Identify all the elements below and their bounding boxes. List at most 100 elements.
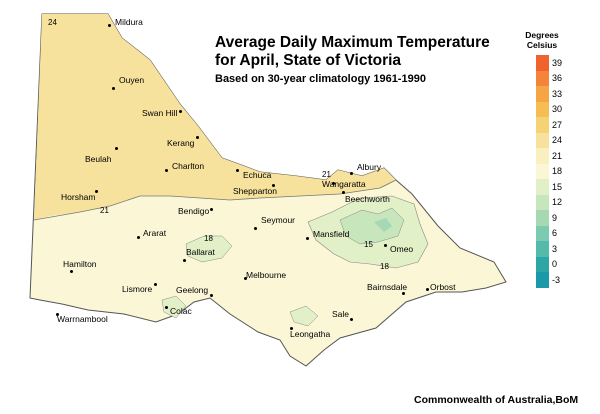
town-dot-orbost bbox=[426, 288, 429, 291]
legend-swatch bbox=[536, 86, 549, 102]
town-dot-beulah bbox=[115, 147, 118, 150]
town-dot-charlton bbox=[165, 169, 168, 172]
legend-label: 24 bbox=[552, 135, 563, 146]
legend-label: 12 bbox=[552, 197, 563, 208]
town-label-lismore: Lismore bbox=[122, 284, 153, 294]
band-12-15-alpine-2 bbox=[374, 218, 392, 232]
legend-swatch bbox=[536, 225, 549, 241]
legend-label: 15 bbox=[552, 181, 563, 192]
town-label-beulah: Beulah bbox=[85, 154, 112, 164]
town-dot-lismore bbox=[154, 283, 157, 286]
town-dot-shepparton bbox=[272, 184, 275, 187]
band-12-15-alpine bbox=[339, 207, 405, 245]
town-label-charlton: Charlton bbox=[172, 161, 205, 171]
isotherm-21-line bbox=[33, 179, 397, 221]
legend-label: 18 bbox=[552, 166, 563, 177]
town-label-geelong: Geelong bbox=[176, 285, 209, 295]
town-dot-colac bbox=[165, 306, 168, 309]
map-title-line1: Average Daily Maximum Temperature bbox=[215, 34, 490, 51]
town-label-horsham: Horsham bbox=[61, 192, 96, 202]
town-dot-ballarat bbox=[183, 259, 186, 262]
isotherm-label-15-omeo: 15 bbox=[364, 240, 373, 249]
isotherm-label-24: 24 bbox=[48, 18, 57, 27]
town-dot-ararat bbox=[137, 236, 140, 239]
town-dot-swan-hill bbox=[179, 110, 182, 113]
isotherm-label-21-west: 21 bbox=[100, 206, 109, 215]
town-dot-albury bbox=[350, 172, 353, 175]
legend-label: 30 bbox=[552, 104, 563, 115]
town-dot-melbourne bbox=[244, 277, 247, 280]
town-dot-seymour bbox=[254, 227, 257, 230]
town-dot-echuca bbox=[236, 169, 239, 172]
legend-swatch bbox=[536, 132, 549, 148]
town-label-echuca: Echuca bbox=[243, 170, 272, 180]
legend-label: -3 bbox=[552, 274, 561, 285]
legend-label: 39 bbox=[552, 57, 563, 68]
legend-swatch bbox=[536, 210, 549, 226]
town-label-mansfield: Mansfield bbox=[313, 229, 350, 239]
legend-swatch bbox=[536, 55, 549, 71]
legend-swatch bbox=[536, 70, 549, 86]
town-label-kerang: Kerang bbox=[167, 138, 195, 148]
town-label-ararat: Ararat bbox=[143, 228, 167, 238]
map-title: Average Daily Maximum Temperature for Ap… bbox=[215, 34, 490, 70]
town-label-ouyen: Ouyen bbox=[119, 75, 145, 85]
legend-title-line1: Degrees bbox=[525, 30, 559, 40]
legend-label: 27 bbox=[552, 119, 563, 130]
legend-colorbar bbox=[536, 55, 549, 288]
town-label-beechworth: Beechworth bbox=[345, 194, 390, 204]
town-label-melbourne: Melbourne bbox=[246, 270, 287, 280]
town-dot-mansfield bbox=[306, 237, 309, 240]
town-dot-bendigo bbox=[210, 208, 213, 211]
town-dot-beechworth bbox=[342, 191, 345, 194]
legend-swatch bbox=[536, 179, 549, 195]
town-label-swan-hill: Swan Hill bbox=[142, 108, 178, 118]
town-dot-mildura bbox=[108, 24, 111, 27]
town-label-colac: Colac bbox=[170, 306, 192, 316]
legend-swatch bbox=[536, 163, 549, 179]
credit-text: Commonwealth of Australia,BoM bbox=[414, 394, 579, 406]
map-subtitle: Based on 30-year climatology 1961-1990 bbox=[215, 73, 426, 85]
town-dot-omeo bbox=[384, 244, 387, 247]
town-label-wangaratta: Wangaratta bbox=[322, 179, 366, 189]
town-dot-kerang bbox=[196, 136, 199, 139]
town-label-shepparton: Shepparton bbox=[233, 186, 277, 196]
town-dot-sale bbox=[350, 318, 353, 321]
town-dot-wangaratta bbox=[332, 182, 335, 185]
town-dot-hamilton bbox=[70, 270, 73, 273]
legend-swatch bbox=[536, 194, 549, 210]
town-dot-geelong bbox=[210, 294, 213, 297]
legend-label: 9 bbox=[552, 212, 558, 223]
band-15-18-ballarat bbox=[185, 235, 233, 263]
town-dot-warrnambool bbox=[56, 313, 59, 316]
town-label-omeo: Omeo bbox=[390, 244, 414, 254]
legend-swatch bbox=[536, 101, 549, 117]
legend-swatch bbox=[536, 148, 549, 164]
map-title-line2: for April, State of Victoria bbox=[215, 52, 402, 69]
legend-title: Degrees Celsius bbox=[522, 30, 562, 50]
legend-label: 0 bbox=[552, 259, 558, 270]
town-dot-ouyen bbox=[112, 87, 115, 90]
town-label-hamilton: Hamilton bbox=[63, 259, 97, 269]
legend-label: 3 bbox=[552, 243, 558, 254]
town-label-mildura: Mildura bbox=[115, 17, 143, 27]
town-label-bairnsdale: Bairnsdale bbox=[367, 282, 408, 292]
legend-label: 36 bbox=[552, 73, 563, 84]
isotherm-label-18-omeo: 18 bbox=[380, 262, 389, 271]
legend-swatch bbox=[536, 241, 549, 257]
town-label-albury: Albury bbox=[357, 162, 382, 172]
band-21-24 bbox=[34, 14, 396, 220]
town-label-leongatha: Leongatha bbox=[290, 329, 331, 339]
legend-swatch bbox=[536, 256, 549, 272]
town-dot-horsham bbox=[95, 190, 98, 193]
town-label-orbost: Orbost bbox=[430, 282, 456, 292]
town-label-seymour: Seymour bbox=[261, 215, 296, 225]
band-15-18-gippsland bbox=[289, 305, 319, 327]
town-dot-leongatha bbox=[290, 327, 293, 330]
isotherm-label-21-east: 21 bbox=[322, 170, 331, 179]
legend-label: 6 bbox=[552, 228, 558, 239]
legend-label: 21 bbox=[552, 150, 563, 161]
legend-swatch bbox=[536, 117, 549, 133]
legend-swatch bbox=[536, 272, 549, 288]
